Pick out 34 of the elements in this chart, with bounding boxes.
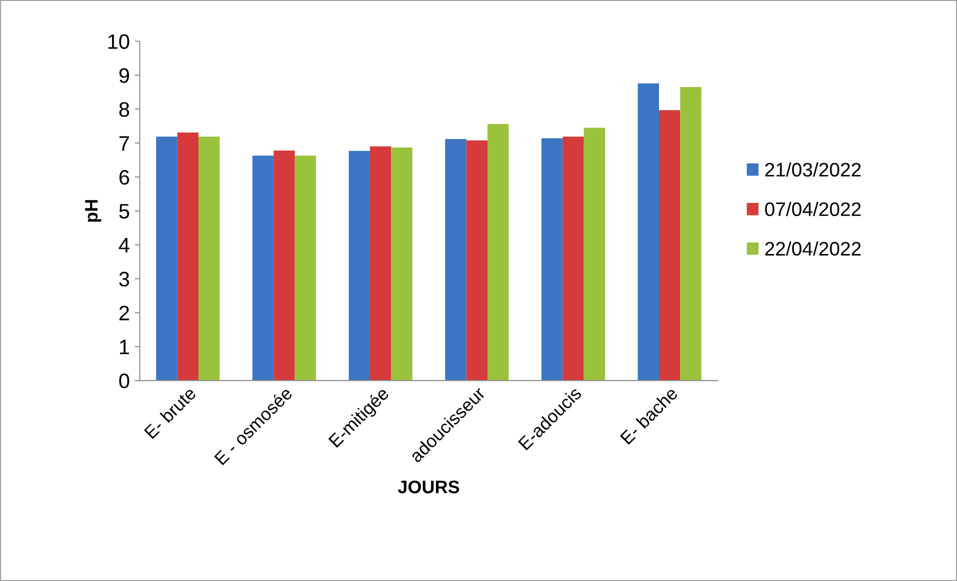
legend-label: 07/04/2022 <box>765 202 861 216</box>
bar <box>658 110 680 381</box>
bar <box>156 136 178 381</box>
y-tick-label: 10 <box>108 34 130 50</box>
bar <box>638 83 659 381</box>
y-tick-label: 3 <box>119 272 130 287</box>
y-tick-label: 0 <box>119 374 130 388</box>
bar <box>584 128 606 381</box>
y-tick-label: 7 <box>119 136 129 151</box>
bar <box>370 146 392 381</box>
legend-label: 21/03/2022 <box>765 162 861 177</box>
y-tick-label: 1 <box>120 340 129 354</box>
bar <box>391 147 412 381</box>
bar <box>294 156 316 381</box>
y-tick-label: 9 <box>119 68 130 83</box>
y-tick-label: 6 <box>119 170 130 185</box>
bar <box>680 87 702 381</box>
x-axis-title: JOURS <box>398 480 460 494</box>
bar <box>562 136 584 381</box>
legend-label: 22/04/2022 <box>765 241 861 256</box>
bar <box>541 138 563 381</box>
y-tick-label: 2 <box>119 306 129 320</box>
bar <box>198 136 220 381</box>
bar <box>488 124 509 381</box>
bar <box>348 150 370 381</box>
bar <box>466 140 488 381</box>
y-tick-label: 5 <box>119 204 130 219</box>
bar <box>177 132 198 381</box>
bar <box>274 150 295 381</box>
y-tick-label: 4 <box>118 238 130 252</box>
bar <box>445 138 466 381</box>
bar <box>252 156 274 381</box>
y-axis-title: pH <box>85 200 102 222</box>
y-tick-label: 8 <box>119 102 130 117</box>
